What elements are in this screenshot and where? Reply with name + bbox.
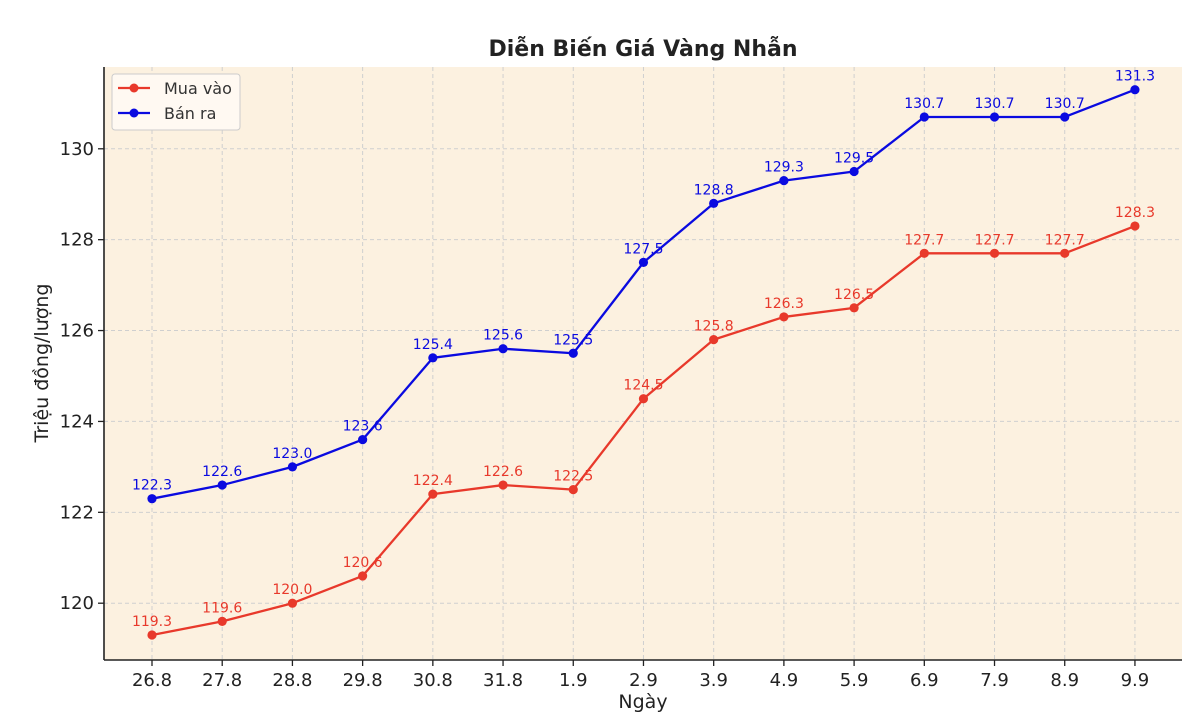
x-tick-label: 3.9 [699, 670, 728, 691]
data-label-ban-ra: 127.5 [623, 241, 663, 257]
data-label-mua-vao: 122.6 [483, 464, 523, 480]
data-point-ban-ra [779, 176, 789, 186]
y-tick-label: 130 [60, 139, 94, 160]
x-tick-label: 26.8 [132, 670, 172, 691]
data-label-mua-vao: 119.3 [132, 614, 172, 630]
data-label-mua-vao: 128.3 [1115, 205, 1155, 221]
data-label-ban-ra: 123.6 [343, 419, 383, 435]
data-point-ban-ra [919, 112, 929, 122]
data-label-ban-ra: 130.7 [974, 96, 1014, 112]
data-label-ban-ra: 123.0 [272, 446, 312, 462]
y-tick-label: 124 [60, 411, 94, 432]
data-label-mua-vao: 126.3 [764, 296, 804, 312]
x-tick-label: 4.9 [770, 670, 799, 691]
legend-marker-ban-ra [129, 108, 139, 118]
data-point-mua-vao [428, 489, 438, 499]
data-point-ban-ra [849, 166, 859, 177]
data-point-mua-vao [638, 394, 649, 404]
y-tick-label: 122 [60, 502, 94, 523]
data-label-ban-ra: 122.3 [132, 478, 172, 494]
data-point-ban-ra [287, 462, 298, 472]
x-tick-label: 27.8 [202, 670, 242, 691]
data-point-ban-ra [638, 257, 649, 267]
x-tick-label: 7.9 [980, 670, 1009, 691]
data-point-mua-vao [568, 484, 578, 495]
data-point-mua-vao [989, 248, 1000, 258]
x-tick-label: 31.8 [483, 670, 523, 691]
data-point-mua-vao [147, 630, 157, 640]
data-point-mua-vao [358, 571, 368, 581]
grid-lines [104, 67, 1182, 660]
chart-title: Diễn Biến Giá Vàng Nhẫn [488, 37, 797, 62]
data-point-mua-vao [498, 480, 508, 490]
legend-marker-mua-vao [129, 83, 139, 93]
x-ticks: 26.8 27.8 28.8 29.8 30.8 31.8 1.9 2.9 3.9 4.9 5.9 6… [132, 660, 1149, 691]
data-point-ban-ra [358, 435, 368, 445]
data-label-ban-ra: 125.4 [413, 337, 453, 353]
x-tick-label: 6.9 [910, 670, 939, 691]
data-label-ban-ra: 125.5 [553, 332, 593, 348]
series-ban-ra: 122.3 122.6 123.0 123.6 125.4 125.6 125.5 127.5… [132, 69, 1155, 504]
data-label-ban-ra: 129.5 [834, 151, 874, 167]
data-label-mua-vao: 120.0 [272, 582, 312, 598]
data-label-ban-ra: 129.3 [764, 160, 804, 176]
data-point-mua-vao [1060, 248, 1070, 258]
data-point-ban-ra [217, 480, 227, 490]
data-point-ban-ra [989, 112, 1000, 122]
data-label-ban-ra: 122.6 [202, 464, 242, 480]
x-tick-label: 1.9 [559, 670, 588, 691]
data-label-ban-ra: 131.3 [1115, 69, 1155, 85]
legend-label-mua-vao: Mua vào [164, 79, 232, 98]
data-label-mua-vao: 127.7 [974, 232, 1014, 248]
data-label-mua-vao: 126.5 [834, 287, 874, 303]
data-point-ban-ra [568, 348, 578, 358]
y-tick-label: 120 [60, 593, 94, 614]
data-label-mua-vao: 125.8 [694, 319, 734, 335]
data-point-ban-ra [498, 344, 508, 354]
data-point-ban-ra [147, 494, 157, 504]
data-point-ban-ra [1130, 85, 1140, 95]
data-label-mua-vao: 122.5 [553, 469, 593, 485]
data-point-mua-vao [919, 248, 929, 258]
y-ticks: 120 122 124 126 128 130 [60, 139, 104, 614]
data-point-mua-vao [779, 312, 789, 322]
data-point-mua-vao [849, 303, 859, 313]
x-tick-label: 2.9 [629, 670, 658, 691]
legend: Mua vào Bán ra [111, 73, 241, 131]
x-tick-label: 28.8 [272, 670, 312, 691]
series-layer: 119.3 119.6 120.0 120.6 122.4 122.6 122.5 124.5… [132, 69, 1155, 640]
legend-label-ban-ra: Bán ra [164, 104, 216, 123]
data-label-mua-vao: 124.5 [623, 378, 663, 394]
data-label-ban-ra: 130.7 [904, 96, 944, 112]
data-label-ban-ra: 130.7 [1045, 96, 1085, 112]
y-tick-label: 128 [60, 230, 94, 251]
data-point-ban-ra [1060, 112, 1070, 122]
data-point-mua-vao [287, 598, 298, 608]
data-label-mua-vao: 119.6 [202, 600, 242, 616]
y-axis-label: Triệu đồng/lượng [31, 284, 53, 444]
x-axis-label: Ngày [618, 691, 667, 713]
data-point-ban-ra [709, 198, 719, 208]
data-label-mua-vao: 127.7 [904, 232, 944, 248]
data-point-mua-vao [1130, 221, 1140, 231]
data-point-ban-ra [428, 353, 438, 363]
x-tick-label: 8.9 [1050, 670, 1079, 691]
data-point-mua-vao [217, 616, 227, 626]
y-tick-label: 126 [60, 321, 94, 342]
data-label-ban-ra: 128.8 [694, 182, 734, 198]
x-tick-label: 9.9 [1121, 670, 1150, 691]
data-label-ban-ra: 125.6 [483, 328, 523, 344]
data-label-mua-vao: 127.7 [1045, 232, 1085, 248]
x-tick-label: 29.8 [343, 670, 383, 691]
data-label-mua-vao: 120.6 [343, 555, 383, 571]
x-tick-label: 30.8 [413, 670, 453, 691]
x-tick-label: 5.9 [840, 670, 869, 691]
data-point-mua-vao [709, 335, 719, 345]
series-mua-vao: 119.3 119.6 120.0 120.6 122.4 122.6 122.5 124.5… [132, 205, 1155, 640]
data-label-mua-vao: 122.4 [413, 473, 453, 489]
